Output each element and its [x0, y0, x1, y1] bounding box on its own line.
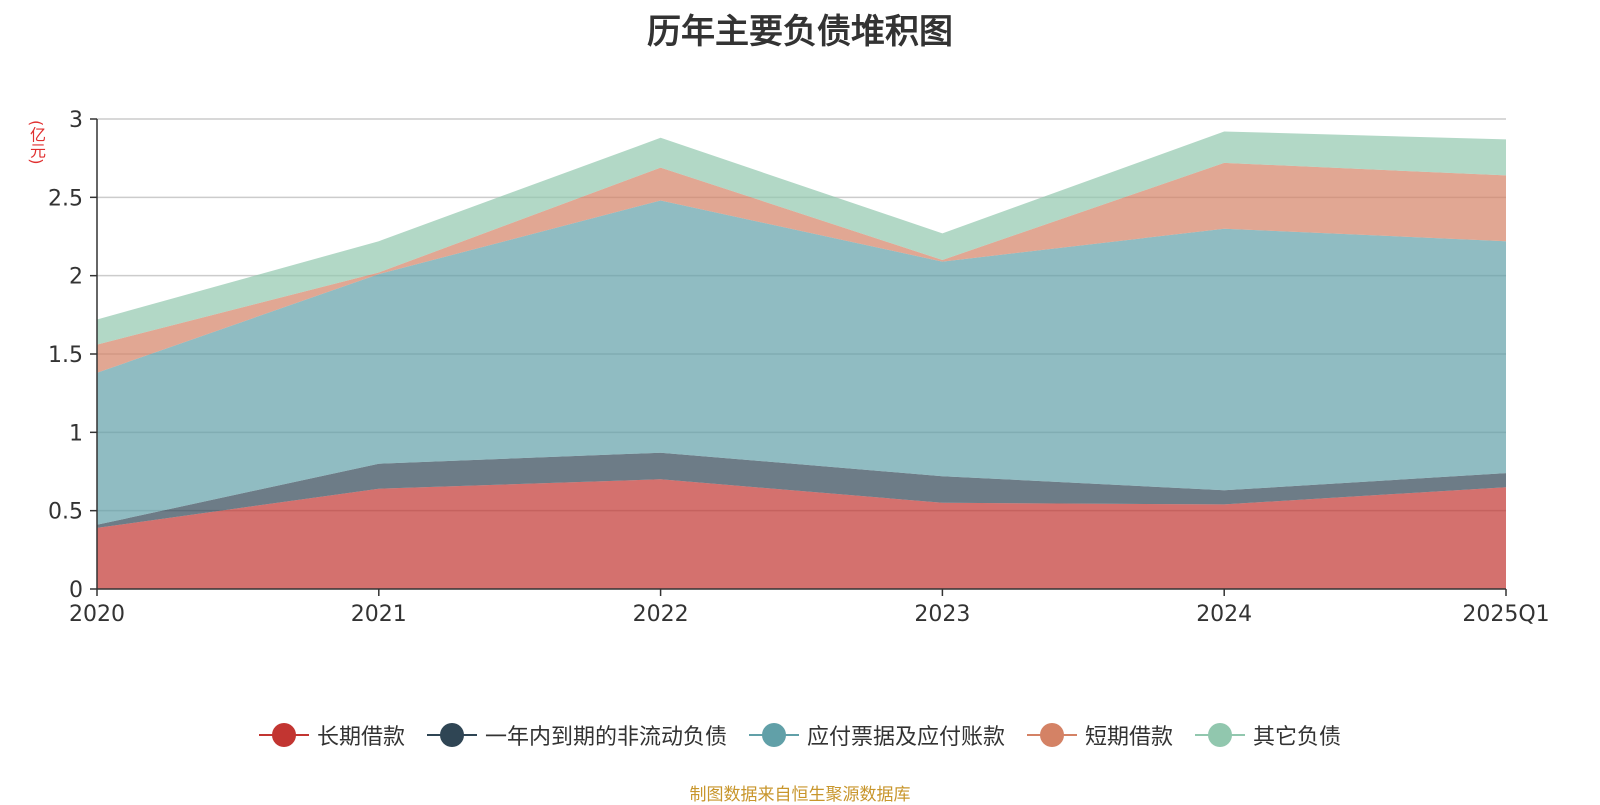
legend: 长期借款 一年内到期的非流动负债 应付票据及应付账款 短期借款 其它负债 [0, 720, 1600, 750]
legend-marker-icon [1195, 723, 1246, 747]
y-tick-label: 0.5 [48, 500, 83, 525]
legend-item-4[interactable]: 其它负债 [1195, 719, 1341, 751]
area-series-4 [97, 131, 1506, 345]
y-tick-label: 2.5 [48, 186, 83, 211]
legend-marker-icon [1027, 723, 1077, 747]
chart-title: 历年主要负债堆积图 [647, 12, 953, 52]
area-series-layer [97, 131, 1506, 589]
legend-marker-icon [258, 723, 309, 747]
source-note: 制图数据来自恒生聚源数据库 [689, 785, 911, 805]
legend-label: 其它负债 [1253, 725, 1342, 750]
legend-item-1[interactable]: 一年内到期的非流动负债 [426, 719, 727, 751]
area-series-0 [97, 479, 1506, 589]
x-tick-label: 2021 [351, 602, 407, 627]
y-tick-label: 1.5 [48, 343, 83, 368]
y-tick-label: 3 [69, 108, 83, 133]
legend-marker-icon [426, 723, 477, 747]
legend-label: 一年内到期的非流动负债 [484, 725, 727, 750]
legend-item-3[interactable]: 短期借款 [1027, 719, 1173, 751]
x-tick-label: 2022 [633, 602, 689, 627]
legend-label: 应付票据及应付账款 [806, 725, 1005, 750]
x-tick-label: 2025Q1 [1462, 602, 1549, 627]
legend-label: 长期借款 [316, 725, 405, 750]
y-tick-label: 1 [69, 421, 83, 446]
legend-marker-icon [748, 723, 799, 747]
x-tick-label: 2024 [1196, 602, 1252, 627]
area-series-2 [97, 200, 1506, 525]
area-series-1 [97, 452, 1506, 528]
area-series-3 [97, 162, 1506, 373]
legend-item-2[interactable]: 应付票据及应付账款 [748, 719, 1005, 751]
stacked-area-chart: 0 0.5 1 1.5 2 2.5 3 2020 2021 2022 2023 2024 2025Q1 [48, 108, 1550, 627]
legend-item-0[interactable]: 长期借款 [258, 719, 405, 751]
y-tick-label: 2 [69, 265, 83, 290]
tick-labels: 0 0.5 1 1.5 2 2.5 3 2020 2021 2022 2023 2024 2025Q1 [48, 108, 1550, 627]
x-tick-label: 2023 [914, 602, 970, 627]
axes [90, 118, 1507, 596]
x-tick-label: 2020 [69, 602, 125, 627]
legend-label: 短期借款 [1085, 725, 1174, 750]
y-tick-label: 0 [69, 578, 83, 603]
y-axis-unit-label: (亿元) [27, 120, 46, 165]
